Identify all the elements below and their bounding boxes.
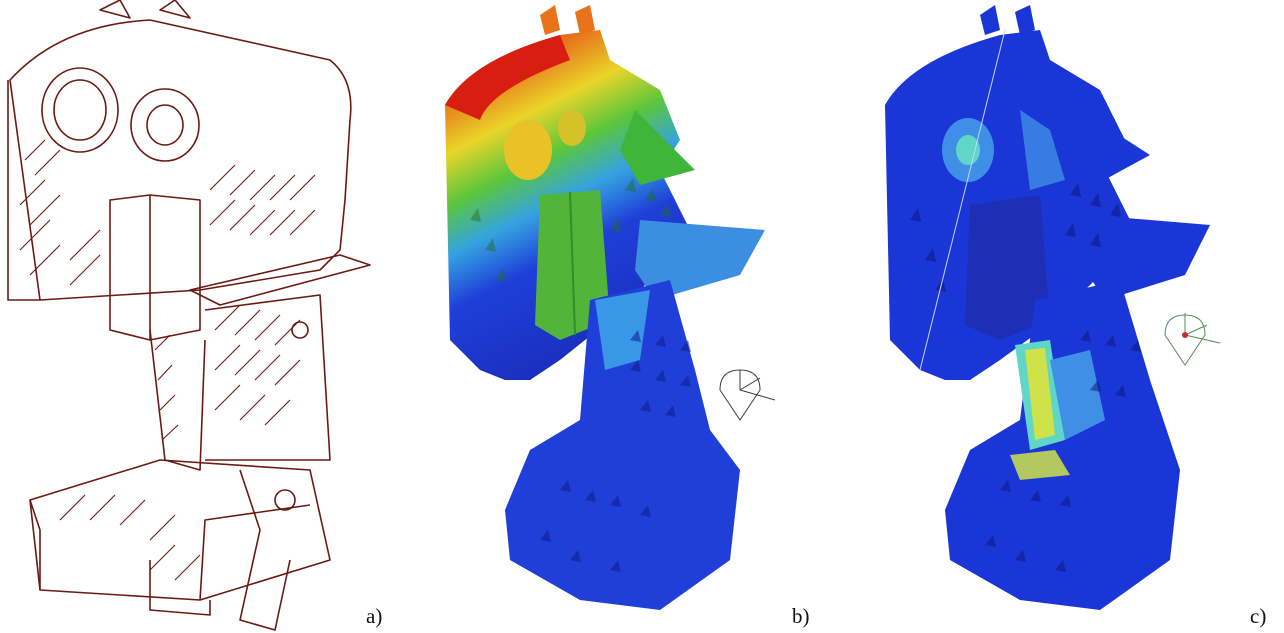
housing-outline (9, 19, 352, 301)
top-wing (620, 110, 695, 185)
caption-a: a) (366, 604, 383, 628)
section-line (919, 29, 1006, 371)
base-block (29, 459, 331, 601)
center-plate-c (965, 195, 1050, 340)
panel-b-displacement-plot: b) (410, 0, 830, 633)
lattice-holes-b (540, 330, 691, 572)
coordinate-triad-c (1164, 313, 1221, 366)
caption-c: c) (1250, 604, 1267, 628)
center-plate (109, 194, 201, 341)
shelf-b (635, 220, 765, 300)
top-wing-c (1065, 110, 1150, 185)
shelf-plate (189, 254, 371, 306)
rib-hatching (19, 139, 316, 581)
caption-b: b) (792, 604, 810, 628)
housing-top-red (445, 35, 570, 120)
lower-body-c (945, 280, 1180, 610)
bore-circle-1 (41, 67, 119, 153)
coordinate-triad-b (719, 369, 776, 421)
panel-c-stress-plot: c) (850, 0, 1284, 633)
line-drawing-figure (7, 0, 371, 631)
lower-column (149, 329, 206, 471)
displacement-contour-figure (445, 5, 776, 610)
lower-body-b (505, 280, 740, 610)
shelf-c (1085, 215, 1210, 300)
bore-circle-2 (130, 88, 200, 162)
panel-a-line-drawing: a) (0, 0, 410, 633)
stress-contour-figure (885, 5, 1221, 610)
bore-b (504, 120, 552, 180)
